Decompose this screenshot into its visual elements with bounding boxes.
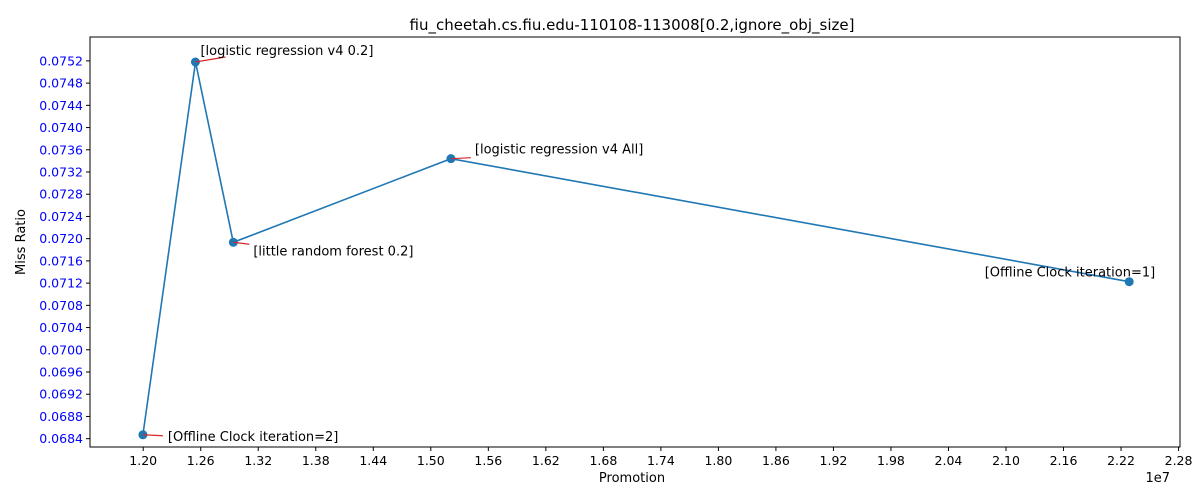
y-tick-label: 0.0724 [39, 209, 83, 224]
y-tick-label: 0.0744 [39, 98, 83, 113]
x-tick-label: 2.04 [935, 453, 963, 468]
y-tick-label: 0.0708 [39, 298, 83, 313]
x-tick-label: 1.38 [302, 453, 330, 468]
x-tick-label: 1.26 [187, 453, 215, 468]
point-annotation: [Offline Clock iteration=1] [985, 266, 1155, 281]
annotation-leader [142, 434, 163, 437]
y-tick-label: 0.0736 [39, 142, 83, 157]
chart-title: fiu_cheetah.cs.fiu.edu-110108-113008[0.2… [410, 16, 855, 35]
point-annotation: [logistic regression v4 0.2] [200, 44, 373, 59]
x-tick-label: 1.44 [359, 453, 387, 468]
y-tick-label: 0.0740 [39, 120, 83, 135]
y-tick-label: 0.0752 [39, 53, 83, 68]
x-tick-label: 1.92 [820, 453, 848, 468]
x-tick-label: 2.28 [1165, 453, 1193, 468]
annotation-leader [195, 56, 226, 63]
y-tick-label: 0.0704 [39, 320, 83, 335]
x-tick-label: 1.20 [129, 453, 157, 468]
point-annotation: [Offline Clock iteration=2] [168, 430, 338, 445]
y-tick-label: 0.0728 [39, 187, 83, 202]
x-tick-label: 2.10 [992, 453, 1020, 468]
x-tick-label: 2.16 [1050, 453, 1078, 468]
y-tick-label: 0.0700 [39, 342, 83, 357]
point-annotation: [logistic regression v4 All] [475, 143, 643, 158]
x-tick-label: 2.22 [1107, 453, 1135, 468]
annotation-leader [450, 157, 471, 160]
x-tick-label: 1.68 [589, 453, 617, 468]
y-tick-label: 0.0732 [39, 165, 83, 180]
point-annotation: [little random forest 0.2] [253, 244, 413, 259]
x-tick-label: 1.86 [762, 453, 790, 468]
x-tick-label: 1.56 [474, 453, 502, 468]
x-tick-label: 1.50 [417, 453, 445, 468]
x-tick-label: 1.98 [877, 453, 905, 468]
y-tick-label: 0.0712 [39, 276, 83, 291]
x-tick-label: 1.32 [244, 453, 272, 468]
x-tick-label: 1.80 [704, 453, 732, 468]
y-tick-label: 0.0692 [39, 387, 83, 402]
x-axis-offset: 1e7 [1145, 471, 1170, 486]
x-axis-label: Promotion [599, 471, 665, 486]
x-tick-label: 1.74 [647, 453, 675, 468]
y-tick-label: 0.0748 [39, 76, 83, 91]
plot-frame [89, 36, 1181, 448]
y-tick-label: 0.0688 [39, 409, 83, 424]
y-tick-label: 0.0696 [39, 365, 83, 380]
annotation-leader [233, 241, 250, 245]
y-tick-label: 0.0716 [39, 253, 83, 268]
y-tick-label: 0.0720 [39, 231, 83, 246]
y-axis-label: Miss Ratio [14, 209, 29, 275]
data-point [1124, 277, 1134, 287]
y-tick-label: 0.0684 [39, 431, 83, 446]
x-tick-label: 1.62 [532, 453, 560, 468]
